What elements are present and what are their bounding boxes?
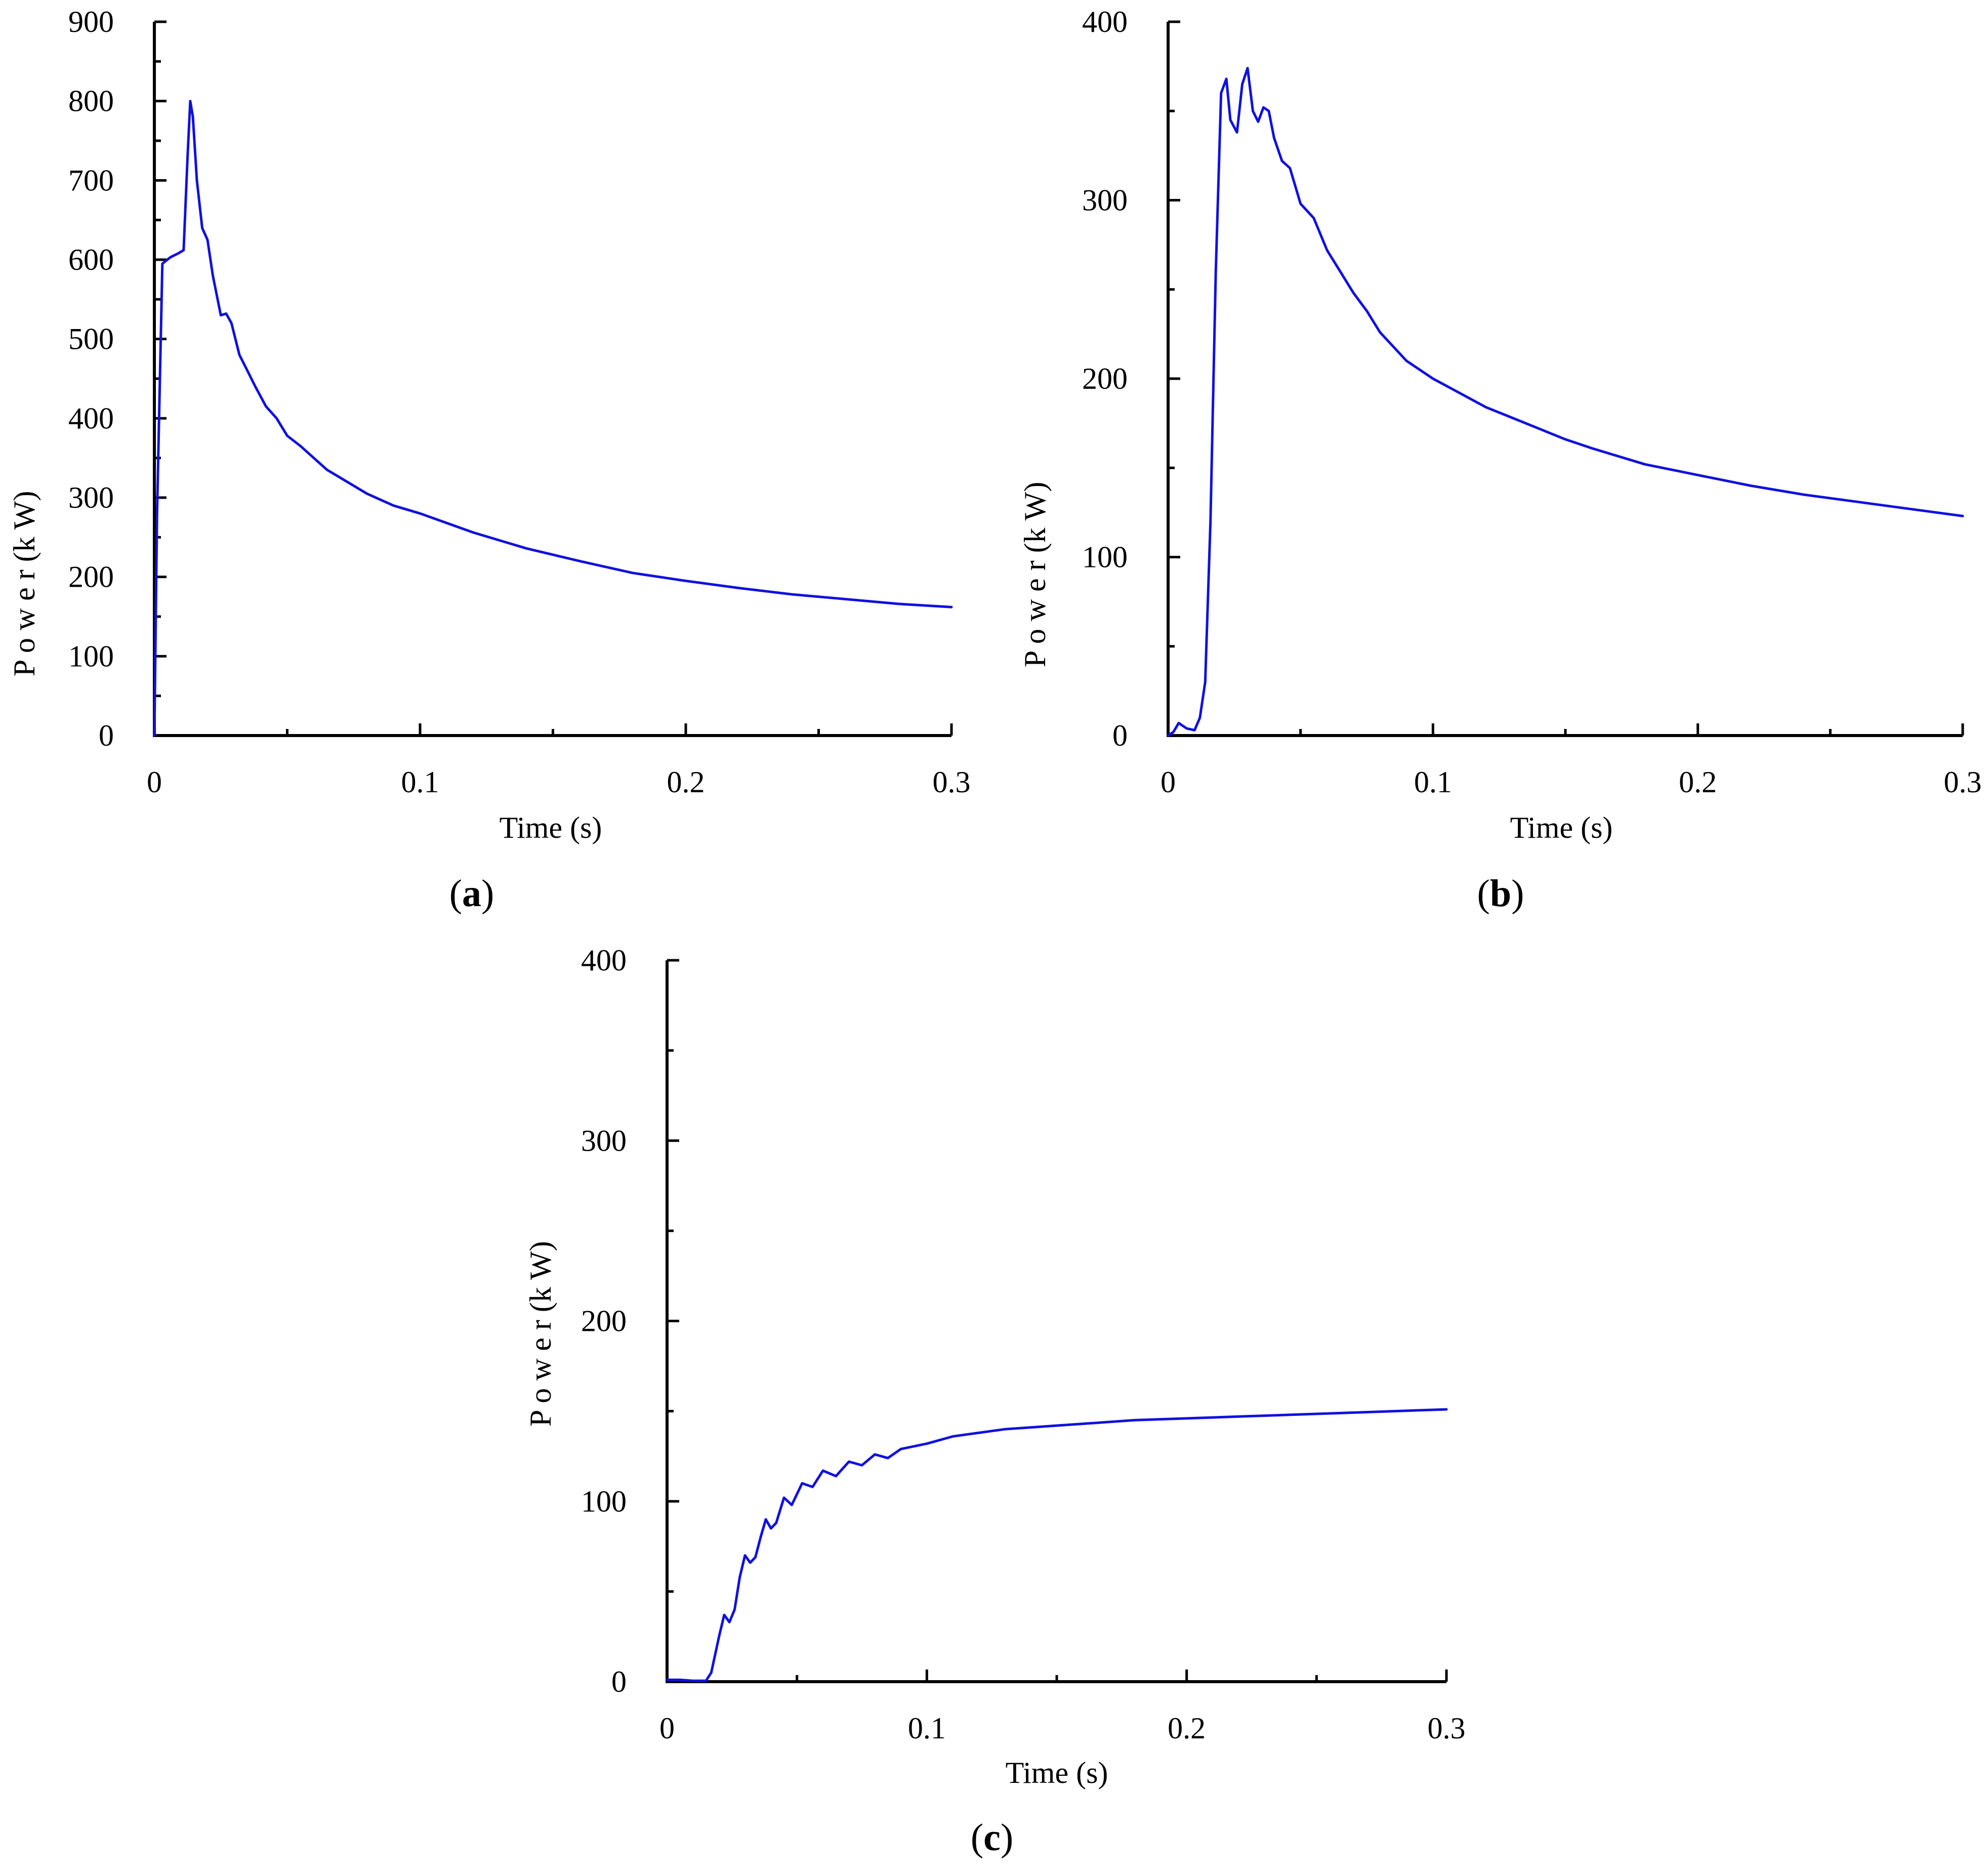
panel-label-a-letter: a [462,872,481,915]
y-tick-label: 500 [68,322,114,356]
x-tick-label: 0.1 [401,765,439,799]
x-tick-label: 0.1 [1414,765,1452,799]
y-tick-label: 300 [68,481,114,514]
chart-panel-c: 0 0.1 0.2 0.3 0 100 200 300 400 Time (s) P o w e… [524,944,1466,1859]
y-tick-label: 900 [68,5,114,38]
y-tick-label: 700 [68,164,114,197]
x-axis-title-panel-b: Time (s) [1510,811,1613,844]
x-tick-label: 0.3 [1428,1712,1466,1745]
y-tick-label: 400 [68,401,114,435]
y-tick-label: 0 [99,719,114,752]
x-tick-label: 0 [147,765,162,799]
ticks-panel-b: 0 0.1 0.2 0.3 0 100 200 300 400 [1082,5,1982,799]
axes-panel-c [666,960,1446,1683]
y-tick-label: 100 [1082,541,1128,574]
y-tick-label: 600 [68,243,114,276]
y-tick-label: 200 [1082,362,1128,395]
y-axis-title-panel-a: P o w e r (k W) [8,491,41,677]
x-tick-label: 0.1 [908,1712,946,1745]
y-tick-label: 400 [1082,5,1128,38]
y-axis-title-panel-c: P o w e r (k W) [524,1241,557,1427]
panel-label-c: (c) [971,1816,1013,1859]
y-tick-label: 800 [68,85,114,118]
series-line-panel-a [153,100,953,737]
y-tick-label: 0 [611,1665,627,1698]
axes-panel-b [1167,22,1963,737]
x-tick-label: 0.2 [1168,1712,1206,1745]
y-tick-label: 200 [581,1305,627,1338]
y-axis-title-panel-b: P o w e r (k W) [1018,482,1052,668]
y-tick-label: 200 [68,560,114,594]
panel-label-c-letter: c [983,1816,1001,1859]
ticks-panel-a: 0 0.1 0.2 0.3 0 100 200 300 400 500 600 700 800 900 [68,5,971,799]
y-tick-label: 100 [581,1485,627,1518]
series-line-panel-b [1167,67,1964,737]
series-line-panel-c [666,1408,1448,1682]
y-tick-label: 100 [68,639,114,673]
y-tick-label: 400 [581,944,627,977]
chart-panel-a: 0 0.1 0.2 0.3 0 100 200 300 400 500 600 700 800 900 T… [8,5,971,915]
y-tick-label: 300 [1082,184,1128,217]
panel-label-b-letter: b [1490,872,1511,915]
x-axis-title-panel-c: Time (s) [1006,1756,1108,1789]
ticks-panel-c: 0 0.1 0.2 0.3 0 100 200 300 400 [581,944,1466,1745]
x-tick-label: 0.3 [1944,765,1982,799]
x-axis-title-panel-a: Time (s) [500,811,602,844]
y-tick-label: 0 [1112,719,1128,752]
panel-label-a: (a) [449,872,494,915]
x-tick-label: 0 [1161,765,1176,799]
x-tick-label: 0.2 [1679,765,1717,799]
axes-panel-a [153,22,951,737]
y-tick-label: 300 [581,1124,627,1157]
x-tick-label: 0 [659,1712,675,1745]
x-tick-label: 0.3 [933,765,971,799]
chart-panel-b: 0 0.1 0.2 0.3 0 100 200 300 400 Time (s) P o w e… [1018,5,1982,915]
x-tick-label: 0.2 [667,765,705,799]
panel-label-b: (b) [1477,872,1524,915]
